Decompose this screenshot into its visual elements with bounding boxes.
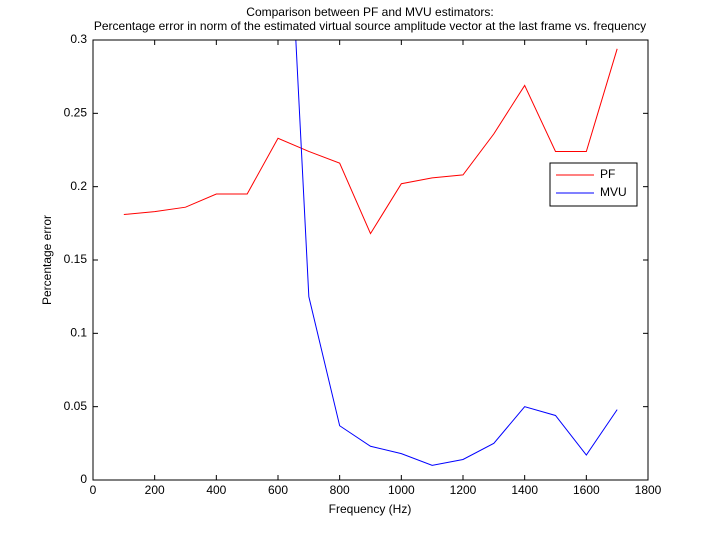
- legend-box: [549, 162, 638, 207]
- x-axis-label: Frequency (Hz): [329, 502, 412, 516]
- y-axis-label: Percentage error: [40, 215, 54, 305]
- plot-lines: [123, 40, 618, 466]
- x-tick-label: 800: [330, 483, 350, 497]
- legend-label: MVU: [600, 185, 627, 199]
- y-tick-label: 0.25: [64, 106, 88, 120]
- y-tick-label: 0.05: [64, 399, 88, 413]
- x-tick-label: 200: [145, 483, 165, 497]
- y-tick-label: 0: [80, 472, 87, 486]
- y-tick-label: 0.15: [64, 252, 88, 266]
- chart-title: Comparison between PF and MVU estimators…: [246, 5, 493, 19]
- x-tick-label: 1000: [388, 483, 415, 497]
- x-tick-label: 1200: [450, 483, 477, 497]
- y-tick-label: 0.1: [70, 326, 87, 340]
- x-tick-label: 0: [90, 483, 97, 497]
- x-tick-label: 1400: [511, 483, 538, 497]
- x-tick-label: 1800: [635, 483, 662, 497]
- y-tick-label: 0.3: [70, 32, 87, 46]
- chart-subtitle: Percentage error in norm of the estimate…: [94, 19, 646, 33]
- x-tick-label: 1600: [573, 483, 600, 497]
- line-series: [295, 40, 618, 466]
- legend-label: PF: [600, 167, 615, 181]
- y-tick-label: 0.2: [70, 179, 87, 193]
- x-tick-label: 400: [206, 483, 226, 497]
- line-series: [123, 48, 618, 235]
- plot-area: [93, 40, 648, 480]
- x-tick-label: 600: [268, 483, 288, 497]
